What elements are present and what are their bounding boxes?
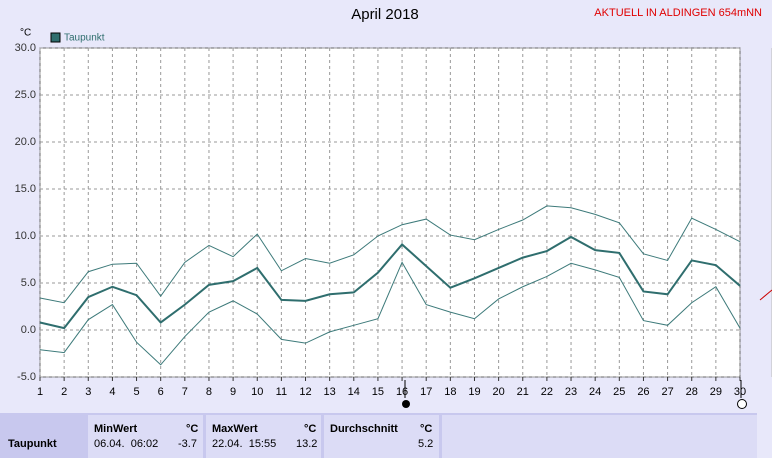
table-header: MaxWert: [212, 423, 258, 435]
x-tick-label: 8: [206, 386, 212, 398]
x-tick-label: 14: [348, 386, 360, 398]
y-tick-label: 15.0: [15, 183, 36, 195]
x-tick-label: 13: [324, 386, 336, 398]
y-tick-label: 30.0: [15, 42, 36, 54]
table-value: -3.7: [178, 438, 197, 450]
table-header: MinWert: [94, 423, 138, 435]
marker-dot: [402, 400, 410, 408]
table-cell: [442, 415, 757, 458]
edge-fragment: [759, 289, 772, 301]
row-label: Taupunkt: [8, 438, 57, 450]
x-tick-label: 2: [61, 386, 67, 398]
table-header: °C: [186, 423, 199, 435]
x-tick-label: 21: [517, 386, 529, 398]
table-header: °C: [304, 423, 317, 435]
y-tick-label: 20.0: [15, 136, 36, 148]
x-tick-label: 11: [276, 386, 287, 398]
y-tick-label: -5.0: [17, 371, 36, 383]
table-value: 5.2: [418, 438, 434, 450]
x-tick-label: 16: [396, 386, 408, 398]
x-tick-label: 25: [613, 386, 625, 398]
table-value: 13.2: [296, 438, 318, 450]
x-tick-label: 28: [686, 386, 698, 398]
x-tick-label: 3: [85, 386, 91, 398]
table-header: °C: [420, 423, 433, 435]
x-tick-label: 4: [109, 386, 115, 398]
x-tick-label: 9: [230, 386, 236, 398]
table-cell: [324, 415, 439, 458]
table-value: 06.04. 06:02: [94, 438, 159, 450]
x-tick-label: 15: [372, 386, 384, 398]
stats-table: MinWert °C MaxWert °C Durchschnitt °C Ta…: [0, 413, 757, 458]
legend-label: Taupunkt: [64, 33, 105, 44]
marker-circle: [737, 399, 747, 409]
x-tick-label: 19: [468, 386, 480, 398]
x-tick-label: 17: [420, 386, 432, 398]
series-line: [39, 261, 741, 366]
x-tick-label: 27: [661, 386, 673, 398]
x-tick-label: 18: [444, 386, 456, 398]
x-tick-label: 23: [565, 386, 577, 398]
table-value: 22.04. 15:55: [212, 438, 277, 450]
y-tick-label: 10.0: [15, 230, 36, 242]
x-tick-label: 30: [734, 386, 746, 398]
location-note: AKTUELL IN ALDINGEN 654mNN: [594, 7, 762, 19]
chart: April 2018 AKTUELL IN ALDINGEN 654mNN °C…: [15, 6, 772, 409]
y-tick-label: 5.0: [21, 277, 36, 289]
x-tick-label: 20: [492, 386, 504, 398]
plot-area: [39, 47, 741, 378]
x-tick-label: 10: [251, 386, 263, 398]
table-cell: [88, 415, 203, 458]
series-line: [39, 205, 741, 304]
x-tick-label: 24: [589, 386, 601, 398]
y-tick-label: 25.0: [15, 89, 36, 101]
legend-swatch: [50, 32, 61, 43]
x-tick-label: 26: [637, 386, 649, 398]
table-header: Durchschnitt: [330, 423, 398, 435]
series-line: [39, 235, 741, 330]
y-axis-label: °C: [20, 28, 31, 39]
x-tick-label: 5: [133, 386, 139, 398]
x-tick-label: 1: [37, 386, 43, 398]
x-tick-label: 7: [182, 386, 188, 398]
x-tick-label: 22: [541, 386, 553, 398]
y-tick-label: 0.0: [21, 324, 36, 336]
x-tick-label: 12: [299, 386, 311, 398]
chart-title: April 2018: [351, 6, 419, 23]
x-tick-label: 6: [158, 386, 164, 398]
x-tick-label: 29: [710, 386, 722, 398]
table-cell: [206, 415, 321, 458]
